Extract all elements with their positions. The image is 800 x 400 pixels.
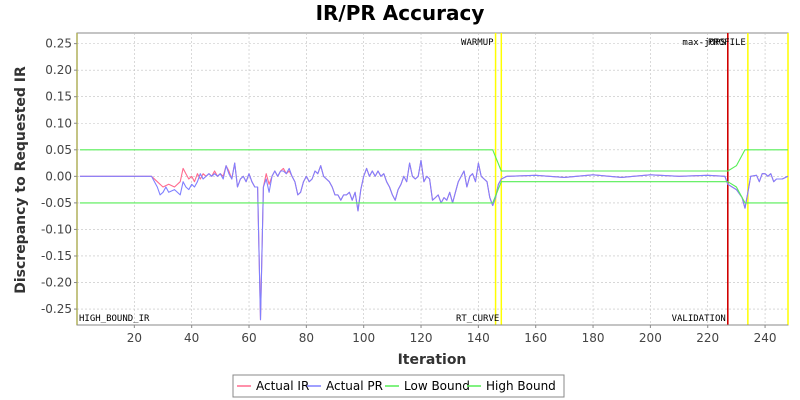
y-tick-label: 0.10 (45, 116, 72, 130)
x-tick-label: 200 (639, 331, 662, 345)
x-tick-label: 140 (467, 331, 490, 345)
x-tick-label: 180 (582, 331, 605, 345)
legend-entry: Actual PR (326, 379, 383, 393)
y-tick-labels: 0.25 0.20 0.15 0.10 0.05 0.00 -0.05 -0.10 -0.15 -… (41, 37, 77, 316)
x-tick-label: 100 (352, 331, 375, 345)
plot-area (76, 32, 789, 326)
series-line-low-bound (79, 181, 788, 204)
y-tick-label: 0.05 (45, 143, 72, 157)
y-tick-label: 0.20 (45, 63, 72, 77)
y-tick-label: -0.10 (41, 222, 72, 236)
x-tick-label: 120 (410, 331, 433, 345)
data-series (79, 149, 789, 321)
series-line-high-bound (79, 149, 788, 172)
x-tick-label: 20 (127, 331, 142, 345)
phase-marker-label: RT_CURVE (456, 314, 499, 324)
x-tick-label: 240 (754, 331, 777, 345)
x-tick-label: 40 (184, 331, 199, 345)
y-tick-label: -0.15 (41, 249, 72, 263)
y-tick-label: -0.25 (41, 302, 72, 316)
grid-lines (77, 33, 788, 325)
y-axis-label: Discrepancy to Requested IR (13, 66, 29, 294)
legend: Actual IR Actual PR Low Bound High Bound (232, 374, 565, 398)
series-line-actual-pr (79, 159, 789, 321)
phase-marker-label: max-jOPS (682, 38, 725, 48)
chart-title: IR/PR Accuracy (316, 1, 485, 25)
phase-marker-label: HIGH_BOUND_IR (79, 314, 150, 324)
x-tick-label: 60 (241, 331, 256, 345)
y-tick-label: 0.15 (45, 90, 72, 104)
x-axis-label: Iteration (398, 352, 467, 368)
x-tick-label: 160 (524, 331, 547, 345)
legend-entry: Low Bound (404, 379, 470, 393)
y-tick-label: -0.20 (41, 276, 72, 290)
x-tick-label: 220 (696, 331, 719, 345)
phase-marker-label: VALIDATION (672, 314, 726, 324)
x-tick-labels: 20 40 60 80 100 120 140 160 180 200 220 240 (127, 325, 777, 345)
y-tick-label: -0.05 (41, 196, 72, 210)
y-tick-label: 0.00 (45, 169, 72, 183)
phase-marker-label: WARMUP (461, 38, 494, 48)
x-tick-label: 80 (299, 331, 314, 345)
y-tick-label: 0.25 (45, 37, 72, 51)
legend-entry: High Bound (486, 379, 556, 393)
legend-entry: Actual IR (256, 379, 309, 393)
phase-marker-label: PROFILE (708, 38, 746, 48)
